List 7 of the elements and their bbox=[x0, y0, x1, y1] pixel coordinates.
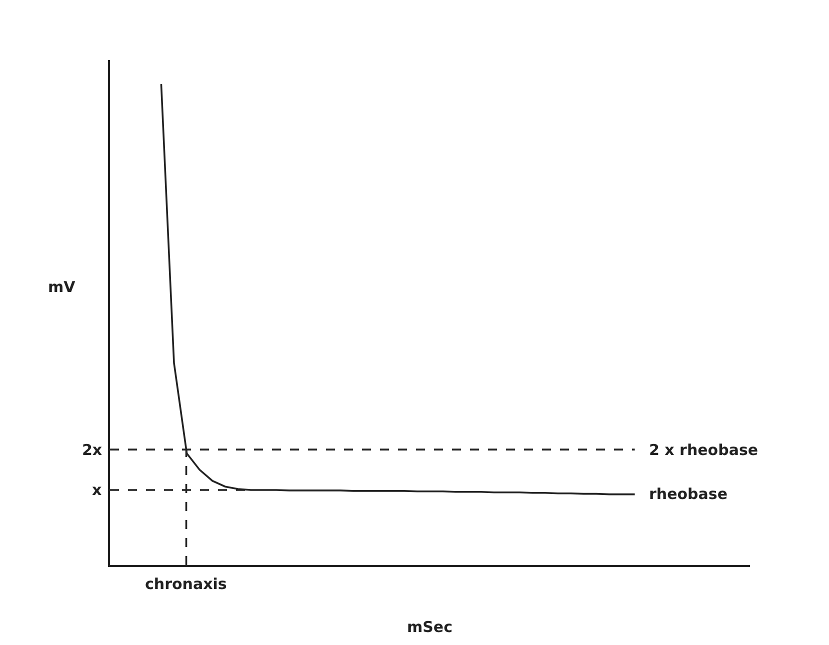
y-axis-title: mV bbox=[48, 278, 76, 296]
annotation: 2 x rheobase bbox=[649, 441, 758, 459]
x-axis-title: mSec bbox=[407, 618, 452, 636]
ref-line-label: x bbox=[92, 481, 102, 499]
ref-line-label: 2x bbox=[82, 441, 102, 459]
annotation: rheobase bbox=[649, 485, 728, 503]
text: chronaxis bbox=[145, 575, 227, 593]
